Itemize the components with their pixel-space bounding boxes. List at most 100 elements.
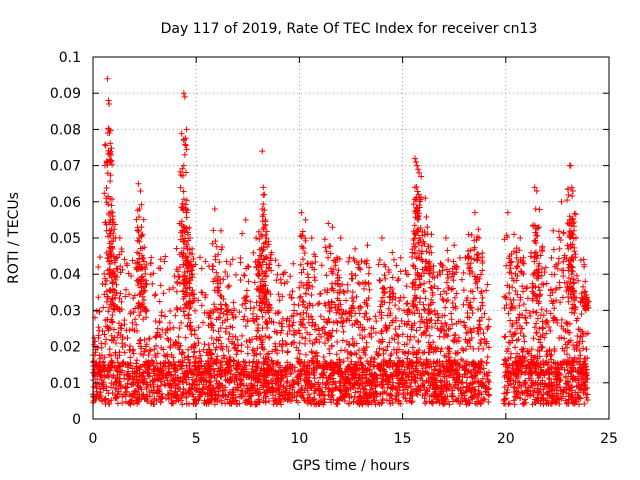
data-point bbox=[505, 310, 512, 317]
data-point bbox=[340, 358, 347, 365]
data-point bbox=[189, 391, 196, 398]
data-point bbox=[534, 233, 541, 240]
data-point bbox=[556, 366, 563, 373]
data-point bbox=[227, 370, 234, 377]
data-point bbox=[139, 265, 146, 272]
data-point bbox=[486, 392, 493, 399]
data-point bbox=[351, 380, 358, 387]
data-point bbox=[329, 370, 336, 377]
data-point bbox=[397, 268, 404, 275]
data-point bbox=[261, 293, 268, 300]
data-point bbox=[328, 304, 335, 311]
data-point bbox=[412, 196, 419, 203]
data-point bbox=[182, 372, 189, 379]
data-point bbox=[119, 393, 126, 400]
data-point bbox=[188, 331, 195, 338]
data-point bbox=[417, 375, 424, 382]
data-point bbox=[312, 387, 319, 394]
data-point bbox=[430, 348, 437, 355]
data-point bbox=[187, 319, 194, 326]
data-point bbox=[200, 370, 207, 377]
data-point bbox=[371, 363, 378, 370]
data-point bbox=[311, 401, 318, 408]
data-point bbox=[277, 362, 284, 369]
data-point bbox=[329, 270, 336, 277]
data-point bbox=[202, 377, 209, 384]
data-point bbox=[438, 345, 445, 352]
data-point bbox=[431, 274, 438, 281]
data-point bbox=[214, 353, 221, 360]
data-point bbox=[246, 359, 253, 366]
data-point bbox=[559, 388, 566, 395]
data-point bbox=[423, 316, 430, 323]
data-point bbox=[448, 286, 455, 293]
data-point bbox=[229, 391, 236, 398]
data-point bbox=[477, 326, 484, 333]
data-point bbox=[272, 257, 279, 264]
data-point bbox=[373, 348, 380, 355]
data-point bbox=[156, 375, 163, 382]
data-point bbox=[111, 362, 118, 369]
data-point bbox=[239, 332, 246, 339]
data-point bbox=[522, 377, 529, 384]
data-point bbox=[229, 256, 236, 263]
data-point bbox=[124, 335, 131, 342]
data-point bbox=[356, 371, 363, 378]
data-point bbox=[438, 320, 445, 327]
data-point bbox=[105, 308, 112, 315]
data-point bbox=[421, 240, 428, 247]
data-point bbox=[200, 346, 207, 353]
data-point bbox=[401, 307, 408, 314]
data-point bbox=[391, 256, 398, 263]
data-point bbox=[138, 345, 145, 352]
data-point bbox=[260, 346, 267, 353]
data-point bbox=[542, 319, 549, 326]
data-point bbox=[347, 309, 354, 316]
data-point bbox=[291, 307, 298, 314]
data-point bbox=[434, 325, 441, 332]
data-point bbox=[383, 362, 390, 369]
data-point bbox=[364, 316, 371, 323]
data-point bbox=[414, 214, 421, 221]
data-point bbox=[427, 243, 434, 250]
data-point bbox=[359, 327, 366, 334]
data-point bbox=[137, 308, 144, 315]
data-point bbox=[315, 331, 322, 338]
data-point bbox=[179, 288, 186, 295]
data-point bbox=[198, 289, 205, 296]
data-point bbox=[233, 366, 240, 373]
data-point bbox=[323, 318, 330, 325]
data-point bbox=[268, 367, 275, 374]
data-point bbox=[114, 368, 121, 375]
data-point bbox=[97, 355, 104, 362]
data-point bbox=[459, 373, 466, 380]
data-point bbox=[332, 385, 339, 392]
data-point bbox=[348, 275, 355, 282]
data-point bbox=[460, 357, 467, 364]
data-point bbox=[548, 271, 555, 278]
data-point bbox=[419, 350, 426, 357]
data-point bbox=[333, 351, 340, 358]
data-point bbox=[283, 341, 290, 348]
data-point bbox=[179, 165, 186, 172]
data-point bbox=[302, 335, 309, 342]
data-point bbox=[181, 235, 188, 242]
data-point bbox=[428, 370, 435, 377]
data-point bbox=[204, 369, 211, 376]
data-point bbox=[415, 338, 422, 345]
data-point bbox=[101, 141, 108, 148]
data-point bbox=[511, 393, 518, 400]
data-point bbox=[546, 376, 553, 383]
data-point bbox=[423, 386, 430, 393]
data-point bbox=[97, 254, 104, 261]
data-point bbox=[355, 324, 362, 331]
data-point bbox=[184, 356, 191, 363]
data-point bbox=[103, 158, 110, 165]
data-point bbox=[282, 394, 289, 401]
data-point bbox=[515, 336, 522, 343]
data-point bbox=[157, 365, 164, 372]
data-point bbox=[423, 362, 430, 369]
data-point bbox=[337, 379, 344, 386]
data-point bbox=[113, 289, 120, 296]
data-point bbox=[411, 235, 418, 242]
